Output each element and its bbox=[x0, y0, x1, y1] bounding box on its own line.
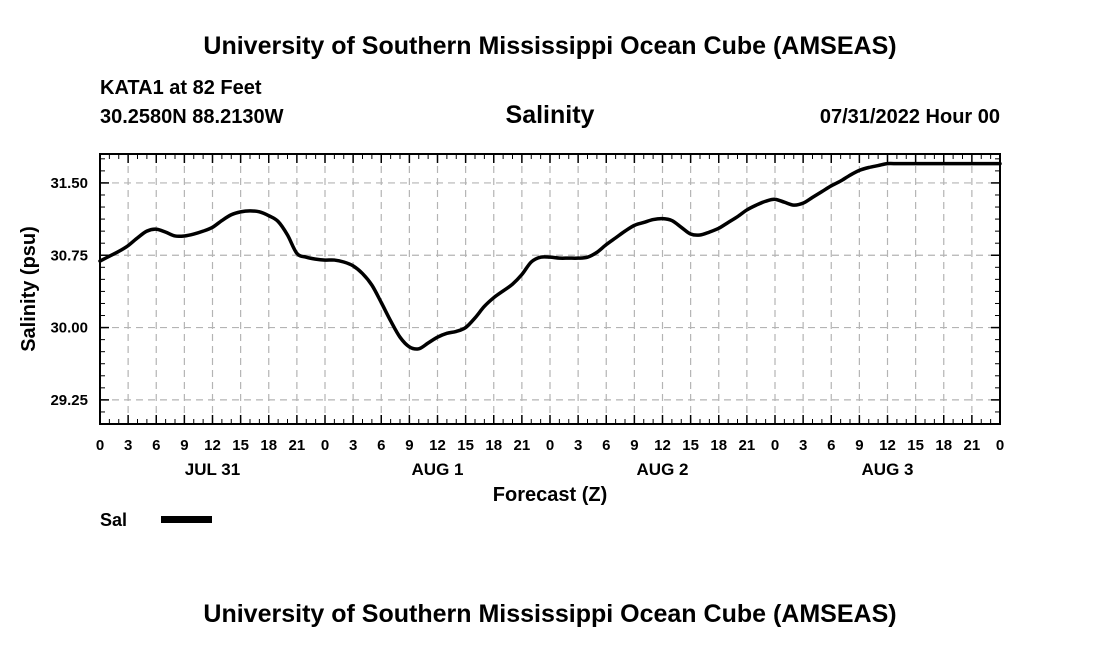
x-tick-label: 3 bbox=[574, 437, 582, 454]
y-tick-label: 30.75 bbox=[50, 247, 88, 264]
y-tick-label: 30.00 bbox=[50, 320, 88, 337]
x-day-label: AUG 1 bbox=[412, 460, 464, 479]
forecast-run-time: 07/31/2022 Hour 00 bbox=[819, 106, 1000, 128]
x-tick-label: 15 bbox=[232, 437, 249, 454]
x-tick-label: 21 bbox=[289, 437, 306, 454]
x-tick-label: 6 bbox=[377, 437, 385, 454]
page-title-bottom: University of Southern Mississippi Ocean… bbox=[203, 600, 897, 628]
station-coordinates: 30.2580N 88.2130W bbox=[100, 106, 284, 128]
x-tick-label: 12 bbox=[204, 437, 221, 454]
x-tick-label: 9 bbox=[180, 437, 188, 454]
x-tick-label: 3 bbox=[799, 437, 807, 454]
x-tick-label: 0 bbox=[996, 437, 1004, 454]
x-tick-label: 21 bbox=[739, 437, 756, 454]
x-tick-label: 21 bbox=[964, 437, 981, 454]
x-tick-label: 6 bbox=[827, 437, 835, 454]
x-tick-label: 9 bbox=[855, 437, 863, 454]
x-tick-label: 6 bbox=[602, 437, 610, 454]
x-tick-label: 6 bbox=[152, 437, 160, 454]
x-tick-label: 15 bbox=[682, 437, 699, 454]
x-day-label: AUG 2 bbox=[637, 460, 689, 479]
x-tick-label: 12 bbox=[654, 437, 671, 454]
x-tick-label: 21 bbox=[514, 437, 531, 454]
x-tick-label: 18 bbox=[710, 437, 727, 454]
x-tick-label: 9 bbox=[630, 437, 638, 454]
x-tick-label: 0 bbox=[546, 437, 554, 454]
x-tick-label: 0 bbox=[96, 437, 104, 454]
x-tick-label: 12 bbox=[429, 437, 446, 454]
x-tick-label: 18 bbox=[935, 437, 952, 454]
x-day-label: AUG 3 bbox=[862, 460, 914, 479]
x-tick-label: 3 bbox=[124, 437, 132, 454]
legend-label: Sal bbox=[100, 510, 128, 530]
x-tick-label: 0 bbox=[321, 437, 329, 454]
y-tick-label: 29.25 bbox=[50, 392, 88, 409]
chart-title: Salinity bbox=[505, 101, 595, 129]
x-tick-label: 15 bbox=[907, 437, 924, 454]
x-axis-label: Forecast (Z) bbox=[493, 484, 607, 506]
series-line-sal bbox=[98, 161, 1002, 351]
page-title-top: University of Southern Mississippi Ocean… bbox=[203, 32, 897, 60]
x-day-label: JUL 31 bbox=[185, 460, 240, 479]
x-tick-label: 0 bbox=[771, 437, 779, 454]
y-axis-label: Salinity (psu) bbox=[18, 226, 40, 352]
x-tick-label: 3 bbox=[349, 437, 357, 454]
x-tick-label: 12 bbox=[879, 437, 896, 454]
y-tick-label: 31.50 bbox=[50, 175, 88, 192]
station-name: KATA1 at 82 Feet bbox=[100, 77, 262, 99]
x-tick-label: 18 bbox=[260, 437, 277, 454]
x-tick-label: 9 bbox=[405, 437, 413, 454]
x-tick-label: 18 bbox=[485, 437, 502, 454]
x-tick-label: 15 bbox=[457, 437, 474, 454]
legend-line-swatch bbox=[161, 516, 212, 523]
